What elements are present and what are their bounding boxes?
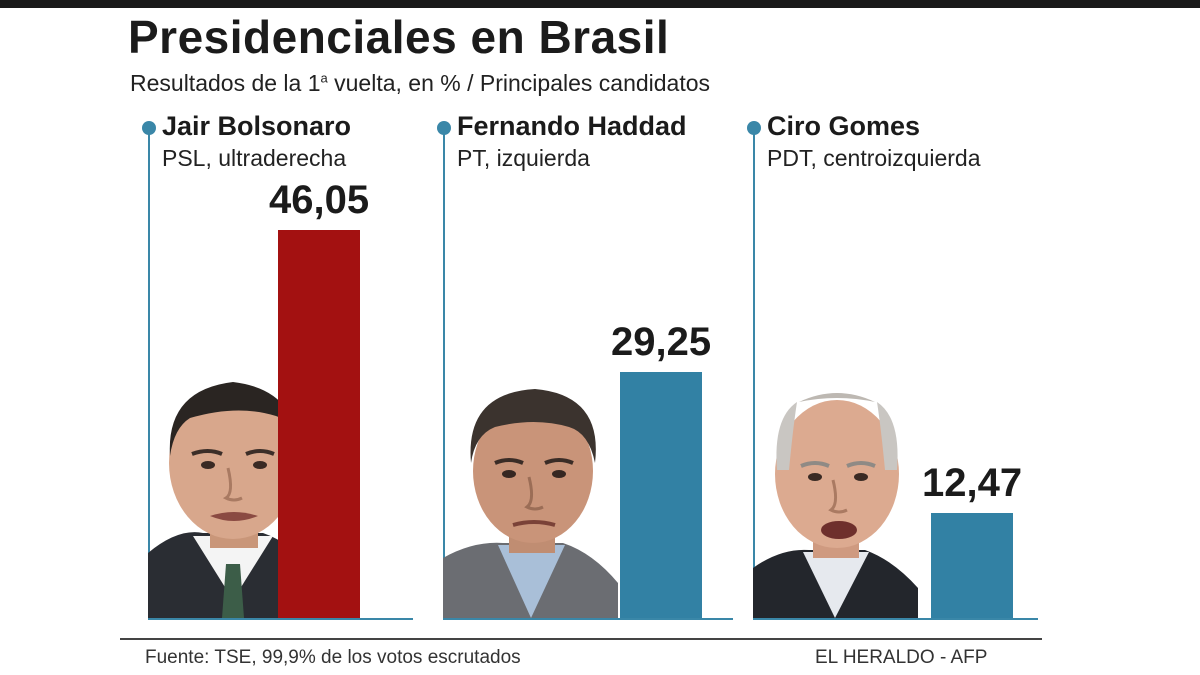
bar-ciro-gomes bbox=[931, 513, 1013, 618]
candidate-panel-gomes: Ciro Gomes PDT, centroizquierda 12,47 bbox=[747, 111, 1038, 620]
candidate-party: PSL, ultraderecha bbox=[162, 145, 347, 171]
candidate-name: Ciro Gomes bbox=[767, 111, 921, 141]
candidate-photo-haddad bbox=[443, 389, 618, 618]
candidate-party: PT, izquierda bbox=[457, 145, 590, 171]
candidate-party: PDT, centroizquierda bbox=[767, 145, 981, 171]
value-label: 46,05 bbox=[269, 178, 370, 222]
panel-line bbox=[148, 127, 150, 620]
panel-line bbox=[753, 127, 755, 620]
panel-marker-dot bbox=[747, 121, 761, 135]
footer-rule bbox=[120, 638, 1042, 640]
chart-subtitle: Resultados de la 1a vuelta, en % / Princ… bbox=[130, 70, 710, 97]
subtitle-text-pre: Resultados de la 1 bbox=[130, 70, 321, 96]
bar-fernando-haddad bbox=[620, 372, 702, 618]
panel-line bbox=[443, 127, 445, 620]
subtitle-text-post: vuelta, en % / Principales candidatos bbox=[327, 70, 711, 96]
candidate-photo-gomes bbox=[753, 393, 918, 618]
panel-baseline bbox=[443, 618, 733, 620]
value-label: 29,25 bbox=[611, 320, 712, 364]
candidate-photo-bolsonaro bbox=[148, 382, 318, 618]
source-note: Fuente: TSE, 99,9% de los votos escrutad… bbox=[145, 647, 521, 668]
candidate-name: Fernando Haddad bbox=[457, 111, 687, 141]
panel-baseline bbox=[148, 618, 413, 620]
subtitle-superscript: a bbox=[320, 70, 328, 86]
candidate-panel-bolsonaro: Jair Bolsonaro PSL, ultraderecha 46,05 bbox=[142, 111, 413, 620]
value-label: 12,47 bbox=[922, 461, 1023, 505]
credit-note: EL HERALDO - AFP bbox=[815, 647, 988, 668]
candidate-name: Jair Bolsonaro bbox=[162, 111, 352, 141]
panel-baseline bbox=[753, 618, 1038, 620]
panel-marker-dot bbox=[142, 121, 156, 135]
bar-jair-bolsonaro bbox=[278, 230, 360, 618]
top-rule bbox=[0, 0, 1200, 8]
candidate-panel-haddad: Fernando Haddad PT, izquierda 29,25 bbox=[437, 111, 733, 620]
panel-marker-dot bbox=[437, 121, 451, 135]
chart-title: Presidenciales en Brasil bbox=[128, 11, 670, 63]
